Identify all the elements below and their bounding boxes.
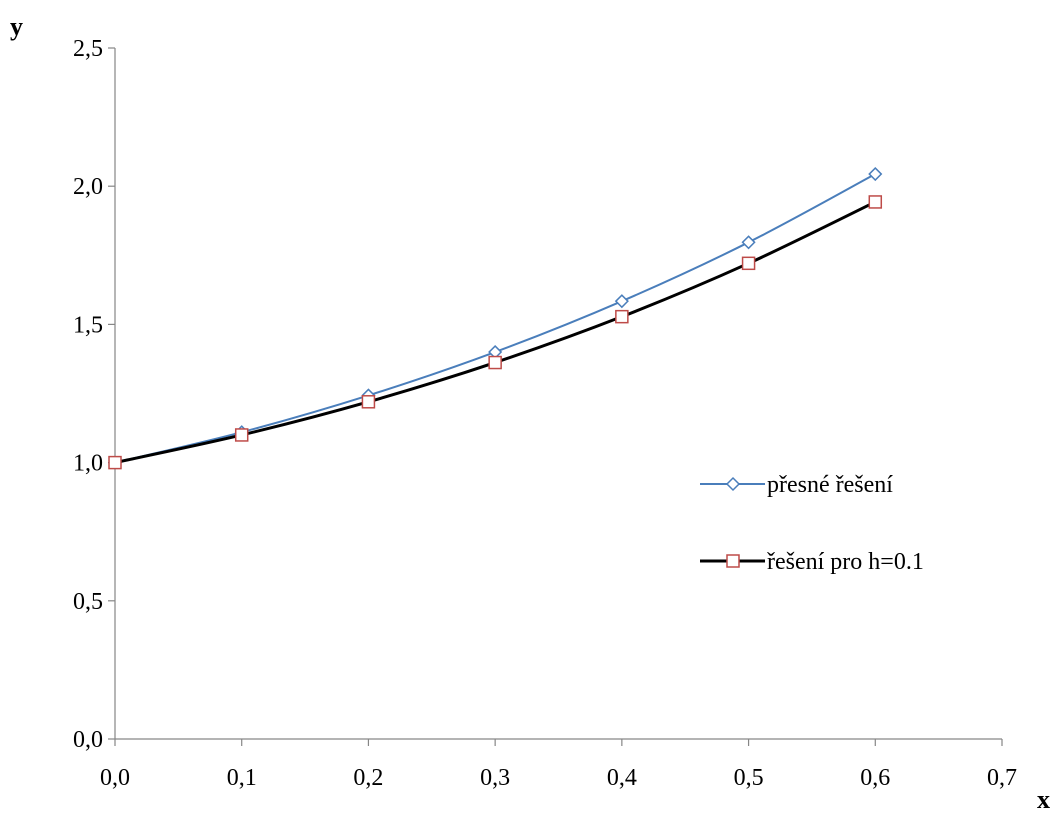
y-tick-label: 2,0 [73,174,103,200]
y-tick-label: 0,5 [73,589,103,615]
legend-label-numeric: řešení pro h=0.1 [767,549,924,575]
y-tick-label: 2,5 [73,36,103,62]
legend: přesné řešení řešení pro h=0.1 [700,472,924,575]
data-point-diamond [868,166,883,182]
legend-item-exact: přesné řešení [700,472,893,498]
data-point-square [108,455,122,470]
series-line-0 [114,173,876,464]
axes [108,47,1003,746]
series-line-1 [114,200,876,465]
y-tick-label: 1,0 [73,451,103,477]
y-tick-label: 0,0 [73,727,103,753]
y-axis-title: y [10,12,23,41]
data-point-square [234,428,249,442]
data-point-diamond [741,235,756,250]
series-0 [107,166,883,470]
data-point-square [741,256,756,271]
series-layer [107,166,883,470]
x-tick-labels: 0,0 0,1 0,2 0,3 0,4 0,5 0,6 0,7 [100,765,1017,791]
x-tick-label: 0,3 [480,765,510,791]
x-tick-label: 0,6 [860,765,890,791]
data-point-square [868,195,883,209]
data-point-square [361,395,376,409]
x-tick-label: 0,7 [987,765,1017,791]
y-tick-labels: 0,0 0,5 1,0 1,5 2,0 2,5 [73,36,103,753]
data-point-square [488,355,502,370]
x-tick-label: 0,4 [607,765,637,791]
legend-marker-diamond [725,476,741,492]
x-tick-label: 0,2 [353,765,383,791]
x-tick-label: 0,5 [734,765,764,791]
x-tick-label: 0,0 [100,765,130,791]
legend-label-exact: přesné řešení [767,472,893,498]
data-point-square [615,309,629,324]
data-point-diamond [614,294,629,309]
x-tick-label: 0,1 [227,765,257,791]
legend-marker-square [726,554,740,568]
y-tick-label: 1,5 [73,312,103,338]
series-1 [108,195,883,470]
legend-item-numeric: řešení pro h=0.1 [700,549,924,575]
x-axis-title: x [1037,785,1050,814]
